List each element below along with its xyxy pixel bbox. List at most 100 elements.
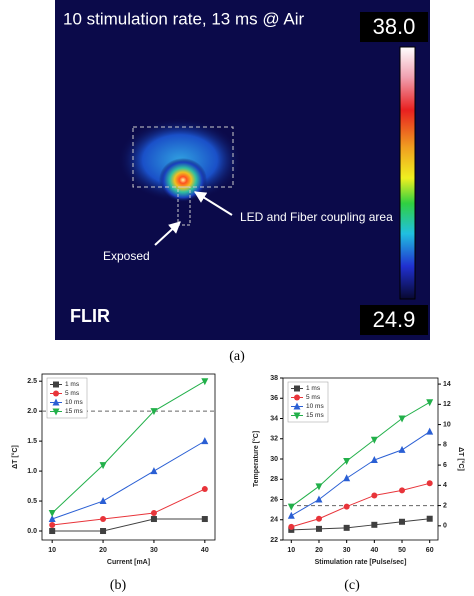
legend-marker	[53, 390, 59, 397]
y2-axis-title: ΔT [°C]	[457, 447, 465, 471]
legend-label: 5 ms	[65, 390, 80, 397]
color-bar	[399, 46, 416, 300]
x-tick-label: 40	[370, 547, 378, 554]
thermal-background	[55, 0, 430, 340]
y-axis-title: Temperature [°C]	[252, 431, 260, 487]
point	[426, 399, 434, 407]
y-tick-label: 0.0	[27, 528, 37, 535]
point	[343, 474, 351, 482]
arrow	[193, 191, 233, 216]
series-line	[51, 380, 206, 514]
point	[49, 522, 56, 529]
y-tick-label: 0.5	[27, 498, 37, 505]
y-tick-label: 32	[270, 436, 278, 443]
series-line	[52, 488, 206, 526]
legend-marker	[52, 398, 60, 406]
y2-tick-label: 14	[443, 381, 451, 388]
point	[426, 515, 433, 522]
point	[399, 518, 406, 525]
series-line	[52, 440, 206, 520]
y-tick-label: 2.0	[27, 408, 37, 415]
legend-marker	[293, 402, 301, 410]
caption: (c)	[344, 578, 360, 593]
point	[100, 516, 107, 523]
legend-label: 1 ms	[65, 381, 80, 388]
point	[288, 526, 295, 533]
caption: (a)	[229, 349, 245, 364]
y-tick-label: 1.5	[27, 438, 37, 445]
y-tick-label: 22	[270, 537, 278, 544]
y-tick-label: 36	[270, 395, 278, 402]
max-box	[360, 12, 428, 42]
y2-tick-label: 6	[443, 462, 447, 469]
point	[426, 427, 434, 435]
y2-tick-label: 8	[443, 442, 447, 449]
y-axis-title: ΔT [°C]	[11, 445, 19, 469]
point	[315, 483, 323, 491]
point	[99, 497, 107, 505]
x-axis-title: Current [mA]	[107, 559, 150, 566]
point	[315, 495, 323, 503]
annotation: Exposed	[103, 249, 150, 263]
y2-tick-label: 2	[443, 502, 447, 509]
point	[150, 408, 158, 416]
point	[48, 510, 56, 518]
x-tick-label: 20	[315, 547, 323, 554]
point	[398, 445, 406, 453]
thermal-title: 10 stimulation rate, 13 ms @ Air	[63, 9, 305, 28]
scale-max: 38.0	[373, 14, 416, 39]
legend-marker	[52, 408, 60, 416]
y2-tick-label: 4	[443, 482, 447, 489]
y-tick-label: 38	[270, 375, 278, 382]
point	[201, 516, 208, 523]
x-tick-label: 50	[398, 547, 406, 554]
y-tick-label: 30	[270, 456, 278, 463]
point	[100, 528, 107, 535]
point	[315, 525, 322, 532]
point	[150, 510, 157, 517]
point	[371, 492, 378, 499]
point	[287, 511, 295, 519]
min-box	[360, 305, 428, 335]
series-line	[291, 401, 430, 507]
point	[398, 415, 406, 423]
legend-marker	[294, 394, 300, 401]
y2-tick-label: 0	[443, 523, 447, 530]
point	[150, 516, 157, 523]
y-tick-label: 34	[270, 415, 278, 422]
point	[343, 524, 350, 531]
y-tick-label: 26	[270, 496, 278, 503]
legend-marker	[294, 385, 300, 392]
point	[201, 486, 208, 493]
x-tick-label: 10	[48, 547, 56, 554]
point	[201, 378, 209, 386]
y2-tick-label: 12	[443, 401, 451, 408]
logo: FLIR	[70, 306, 110, 326]
legend-label: 15 ms	[306, 412, 324, 419]
caption: (b)	[110, 578, 127, 593]
plot-frame	[41, 373, 216, 541]
legend-label: 10 ms	[65, 399, 83, 406]
annotation: LED and Fiber coupling area	[240, 210, 393, 224]
point	[315, 515, 322, 522]
x-axis-title: Stimulation rate [Pulse/sec]	[315, 559, 407, 566]
legend-label: 15 ms	[65, 408, 83, 415]
hot-spot	[159, 158, 207, 202]
x-tick-label: 20	[99, 547, 107, 554]
legend-marker	[53, 381, 59, 388]
y2-tick-label: 10	[443, 421, 451, 428]
x-tick-label: 40	[201, 547, 209, 554]
x-tick-label: 30	[343, 547, 351, 554]
legend-marker	[293, 412, 301, 420]
legend-label: 5 ms	[306, 394, 321, 401]
arrow	[154, 221, 181, 246]
series-line	[52, 518, 205, 532]
point	[49, 528, 56, 535]
y-tick-label: 1.0	[27, 468, 37, 475]
point	[201, 437, 209, 445]
thermal-image: 10 stimulation rate, 13 ms @ Air 38.0 24…	[55, 0, 430, 340]
scale-min: 24.9	[373, 307, 416, 332]
point	[371, 521, 378, 528]
